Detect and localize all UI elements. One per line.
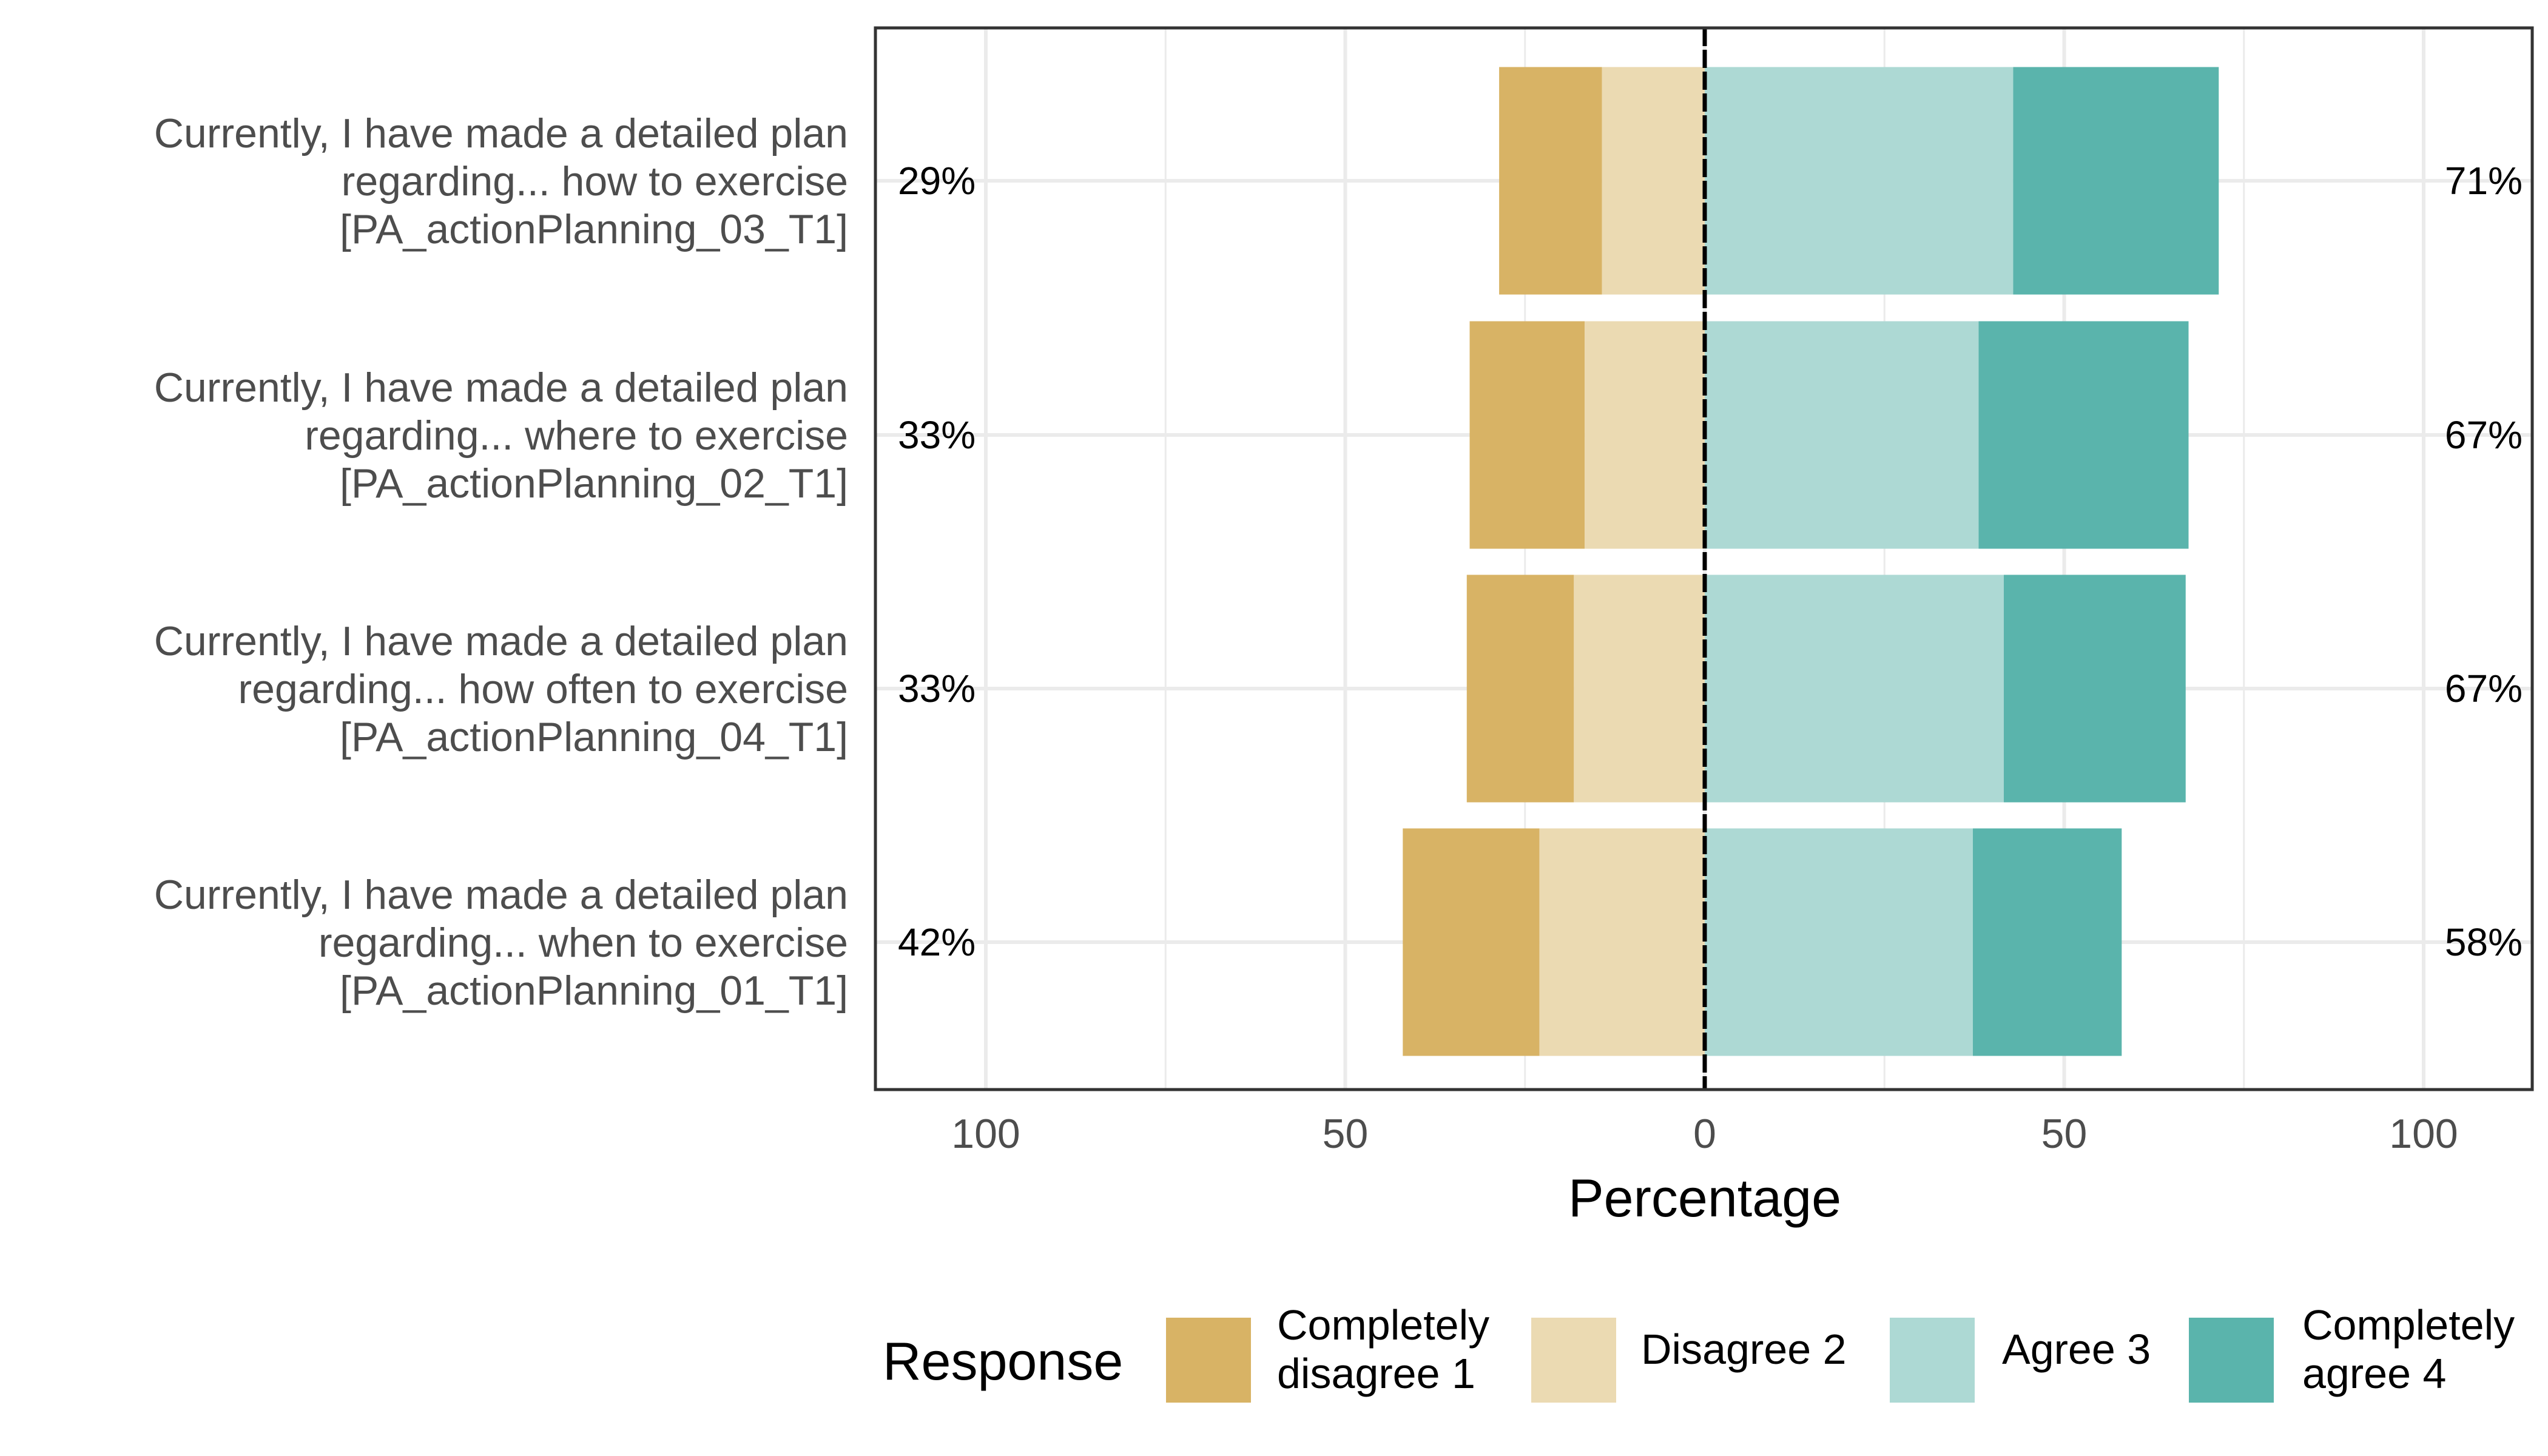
category-label-line: regarding... how to exercise <box>342 158 848 204</box>
bar-agree <box>1705 321 1979 549</box>
legend-key <box>1531 1318 1616 1403</box>
bar-agree <box>1705 67 2014 295</box>
legend-key <box>1166 1318 1251 1403</box>
category-label-line: regarding... when to exercise <box>318 920 848 966</box>
x-axis-title: Percentage <box>1568 1168 1841 1228</box>
category-label-line: [PA_actionPlanning_02_T1] <box>340 460 848 507</box>
low-percent-label: 42% <box>898 920 976 964</box>
legend-key <box>1890 1318 1975 1403</box>
bar-disagree <box>1602 67 1705 295</box>
bar-completely-disagree <box>1499 67 1602 295</box>
x-tick-label: 0 <box>1693 1111 1716 1157</box>
low-percent-label: 33% <box>898 667 976 710</box>
bar-disagree <box>1585 321 1705 549</box>
bar-completely-disagree <box>1403 828 1540 1056</box>
high-percent-label: 71% <box>2445 159 2523 203</box>
category-label-line: Currently, I have made a detailed plan <box>154 872 848 918</box>
high-percent-label: 67% <box>2445 667 2523 710</box>
bar-disagree <box>1539 828 1705 1056</box>
high-percent-label: 58% <box>2445 920 2523 964</box>
bar-agree <box>1705 575 2004 803</box>
low-percent-label: 29% <box>898 159 976 203</box>
category-label-line: regarding... where to exercise <box>305 413 848 459</box>
bar-completely-disagree <box>1466 575 1574 803</box>
bar-completely-agree <box>2003 575 2186 803</box>
legend-label-line: Completely <box>1277 1301 1489 1349</box>
category-label-line: Currently, I have made a detailed plan <box>154 618 848 664</box>
high-percent-label: 67% <box>2445 413 2523 457</box>
legend-label-line: Agree 3 <box>2002 1326 2151 1373</box>
category-label-line: regarding... how often to exercise <box>238 666 848 712</box>
x-tick-label: 100 <box>951 1111 1020 1157</box>
category-label-line: [PA_actionPlanning_03_T1] <box>340 206 848 252</box>
bar-disagree <box>1574 575 1705 803</box>
category-label-line: Currently, I have made a detailed plan <box>154 110 848 157</box>
legend-label-line: agree 4 <box>2302 1350 2446 1397</box>
bar-completely-disagree <box>1469 321 1585 549</box>
category-label-line: [PA_actionPlanning_04_T1] <box>340 714 848 760</box>
bar-completely-agree <box>1978 321 2189 549</box>
low-percent-label: 33% <box>898 413 976 457</box>
plot-border <box>874 26 2534 1091</box>
x-tick-label: 100 <box>2389 1111 2458 1157</box>
x-tick-label: 50 <box>2041 1111 2088 1157</box>
legend-title: Response <box>883 1331 1123 1391</box>
legend-label-line: Completely <box>2302 1301 2515 1349</box>
legend-label-line: disagree 1 <box>1277 1350 1475 1397</box>
bar-completely-agree <box>2013 67 2219 295</box>
legend-key <box>2189 1318 2274 1403</box>
legend-label-line: Disagree 2 <box>1641 1326 1847 1373</box>
bar-agree <box>1705 828 1973 1056</box>
bar-completely-agree <box>1973 828 2122 1056</box>
x-tick-label: 50 <box>1323 1111 1369 1157</box>
category-label-line: Currently, I have made a detailed plan <box>154 365 848 411</box>
category-label-line: [PA_actionPlanning_01_T1] <box>340 968 848 1014</box>
